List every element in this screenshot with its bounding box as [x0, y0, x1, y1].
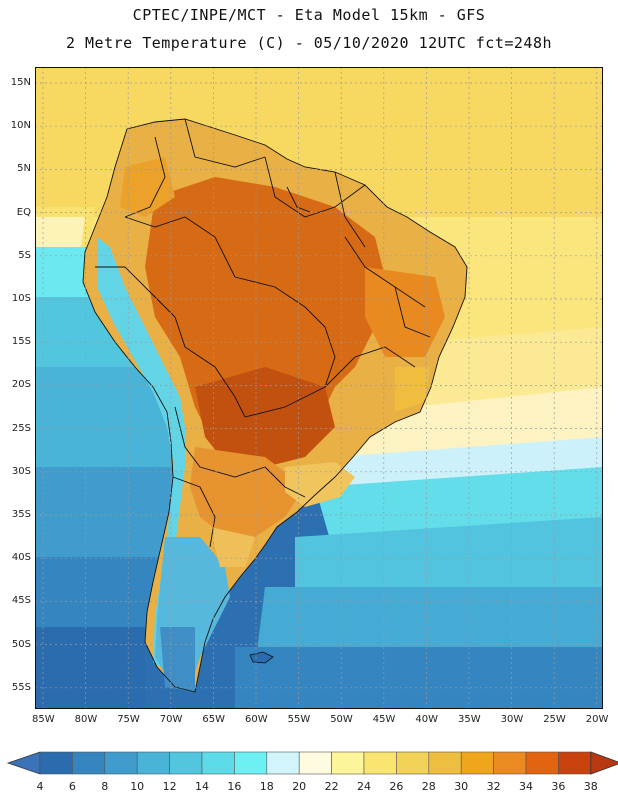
lon-label: 85W [32, 714, 55, 725]
colorbar-tick-label: 30 [454, 780, 468, 793]
title-line-1: CPTEC/INPE/MCT - Eta Model 15km - GFS [132, 6, 486, 24]
lon-label: 60W [245, 714, 268, 725]
lat-label: 40S [11, 552, 31, 564]
lon-label: 50W [330, 714, 353, 725]
lon-label: 30W [500, 714, 524, 725]
colorbar-swatch [201, 751, 235, 775]
lat-label: 15N [10, 77, 31, 88]
lat-label: 5N [17, 163, 31, 175]
lon-label: 40W [415, 714, 439, 725]
map-canvas [35, 67, 603, 709]
colorbar-swatch [169, 751, 203, 775]
lon-label: 80W [74, 714, 98, 725]
lon-label: 70W [159, 714, 183, 725]
colorbar-swatch [234, 751, 268, 775]
map-frame [35, 67, 603, 709]
temperature-map [35, 67, 603, 709]
colorbar-tick-label: 28 [422, 780, 436, 793]
colorbar-tick-label: 10 [130, 780, 144, 793]
lon-label: 65W [202, 714, 226, 725]
colorbar-tick-label: 14 [195, 780, 209, 793]
lon-label: 35W [458, 714, 481, 725]
lon-label: 20W [585, 714, 609, 725]
colorbar-swatch [493, 751, 527, 775]
colorbar-swatch [72, 751, 106, 775]
title-line-2: 2 Metre Temperature (C) - 05/10/2020 12U… [65, 34, 553, 52]
country-borders [82, 118, 468, 693]
lat-label: 25S [11, 422, 31, 434]
lon-label: 45W [372, 714, 396, 725]
colorbar-tick-label: 18 [260, 780, 274, 793]
colorbar-swatch [266, 751, 300, 775]
lat-label: 50S [11, 638, 31, 650]
colorbar-swatch [428, 751, 462, 775]
color-scale-bar: 4 6 8 10 12 14 16 18 20 22 24 26 28 30 32 34 36 38 [6, 751, 618, 793]
lat-label: 45S [11, 595, 31, 607]
lat-label: 15S [11, 336, 31, 348]
colorbar-tick-label: 32 [487, 780, 501, 793]
colorbar-tick-label: 12 [163, 780, 177, 793]
colorbar-tick-label: 22 [325, 780, 339, 793]
lon-label: 75W [117, 714, 140, 725]
lat-label: EQ [16, 206, 31, 218]
lon-label: 25W [543, 714, 566, 725]
colorbar-tick-label: 36 [551, 780, 565, 793]
colorbar-swatch [558, 751, 592, 775]
colorbar-right-arrow [590, 751, 618, 775]
lat-label: 35S [11, 509, 31, 520]
colorbar-swatch [298, 751, 332, 775]
colorbar-tick-label: 6 [69, 780, 76, 793]
colorbar-swatch [460, 751, 494, 775]
graticule [35, 67, 603, 709]
colorbar-swatch [39, 751, 73, 775]
colorbar-tick-label: 38 [584, 780, 598, 793]
colorbar-swatch [104, 751, 138, 775]
lon-label: 55W [287, 714, 311, 725]
lat-label: 30S [11, 465, 31, 477]
colorbar-tick-label: 26 [389, 780, 403, 793]
colorbar-swatch [525, 751, 559, 775]
lat-label: 10N [10, 120, 31, 132]
colorbar-swatch [363, 751, 397, 775]
color-scale-legend: 4 6 8 10 12 14 16 18 20 22 24 26 28 30 32 34 36 38 [0, 748, 618, 800]
colorbar-tick-label: 20 [292, 780, 306, 793]
colorbar-tick-label: 34 [519, 780, 533, 793]
colorbar-swatch [136, 751, 170, 775]
lat-label: 10S [11, 293, 31, 304]
colorbar-left-arrow [6, 751, 41, 775]
colorbar-tick-label: 4 [37, 780, 44, 793]
colorbar-tick-label: 16 [227, 780, 241, 793]
colorbar-tick-label: 8 [101, 780, 108, 793]
colorbar-swatch [331, 751, 365, 775]
colorbar-swatch [396, 751, 430, 775]
colorbar-tick-label: 24 [357, 780, 371, 793]
lat-label: 55S [11, 681, 31, 693]
andes-cold-strip [97, 237, 185, 667]
lat-label: 20S [11, 379, 31, 391]
lat-label: 5S [18, 249, 31, 261]
